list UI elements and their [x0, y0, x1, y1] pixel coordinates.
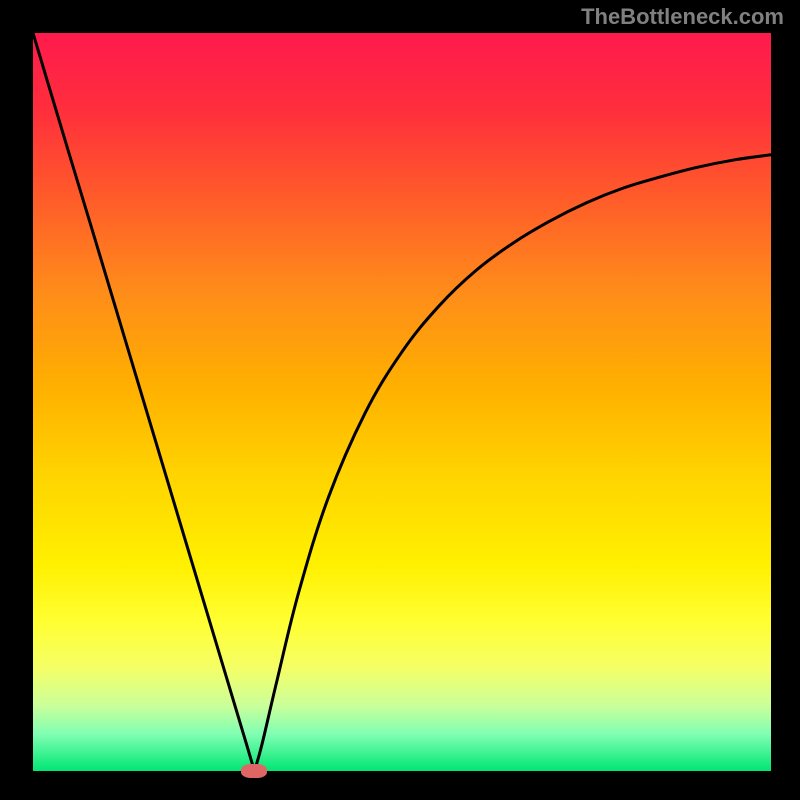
bottleneck-curve	[33, 33, 771, 771]
optimal-point-marker	[241, 764, 267, 778]
chart-container: TheBottleneck.com	[0, 0, 800, 800]
plot-area	[33, 33, 771, 771]
watermark-text: TheBottleneck.com	[581, 4, 784, 30]
